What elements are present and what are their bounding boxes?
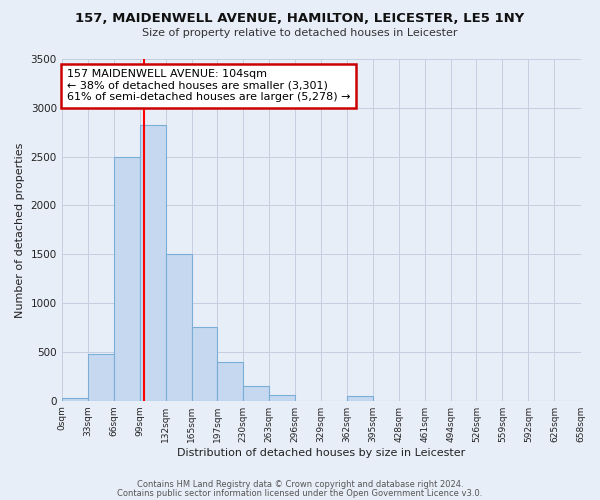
Bar — [217, 362, 243, 401]
Bar — [140, 126, 166, 400]
Bar — [114, 156, 140, 400]
Text: Size of property relative to detached houses in Leicester: Size of property relative to detached ho… — [142, 28, 458, 38]
X-axis label: Distribution of detached houses by size in Leicester: Distribution of detached houses by size … — [177, 448, 465, 458]
Bar — [269, 395, 295, 400]
Bar — [62, 398, 88, 400]
Text: 157 MAIDENWELL AVENUE: 104sqm
← 38% of detached houses are smaller (3,301)
61% o: 157 MAIDENWELL AVENUE: 104sqm ← 38% of d… — [67, 70, 350, 102]
Bar — [88, 354, 114, 401]
Y-axis label: Number of detached properties: Number of detached properties — [15, 142, 25, 318]
Text: 157, MAIDENWELL AVENUE, HAMILTON, LEICESTER, LE5 1NY: 157, MAIDENWELL AVENUE, HAMILTON, LEICES… — [76, 12, 524, 26]
Text: Contains public sector information licensed under the Open Government Licence v3: Contains public sector information licen… — [118, 488, 482, 498]
Text: Contains HM Land Registry data © Crown copyright and database right 2024.: Contains HM Land Registry data © Crown c… — [137, 480, 463, 489]
Bar — [192, 328, 217, 400]
Bar — [243, 386, 269, 400]
Bar — [166, 254, 192, 400]
Bar — [347, 396, 373, 400]
